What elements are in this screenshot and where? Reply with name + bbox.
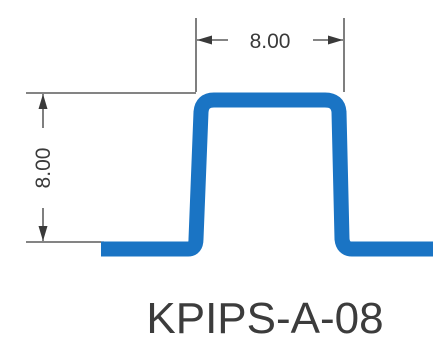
width-dimension: 8.00 [195, 18, 345, 92]
height-dimension: 8.00 [26, 92, 196, 243]
width-arrow-left [197, 35, 212, 45]
height-dimension-label: 8.00 [32, 148, 55, 189]
height-arrow-bottom [38, 226, 48, 241]
hat-profile-shape [101, 92, 433, 257]
height-arrow-top [38, 94, 48, 109]
width-arrow-right [328, 35, 343, 45]
width-dimension-label: 8.00 [250, 30, 291, 53]
part-code-label: KPIPS-A-08 [146, 294, 383, 343]
